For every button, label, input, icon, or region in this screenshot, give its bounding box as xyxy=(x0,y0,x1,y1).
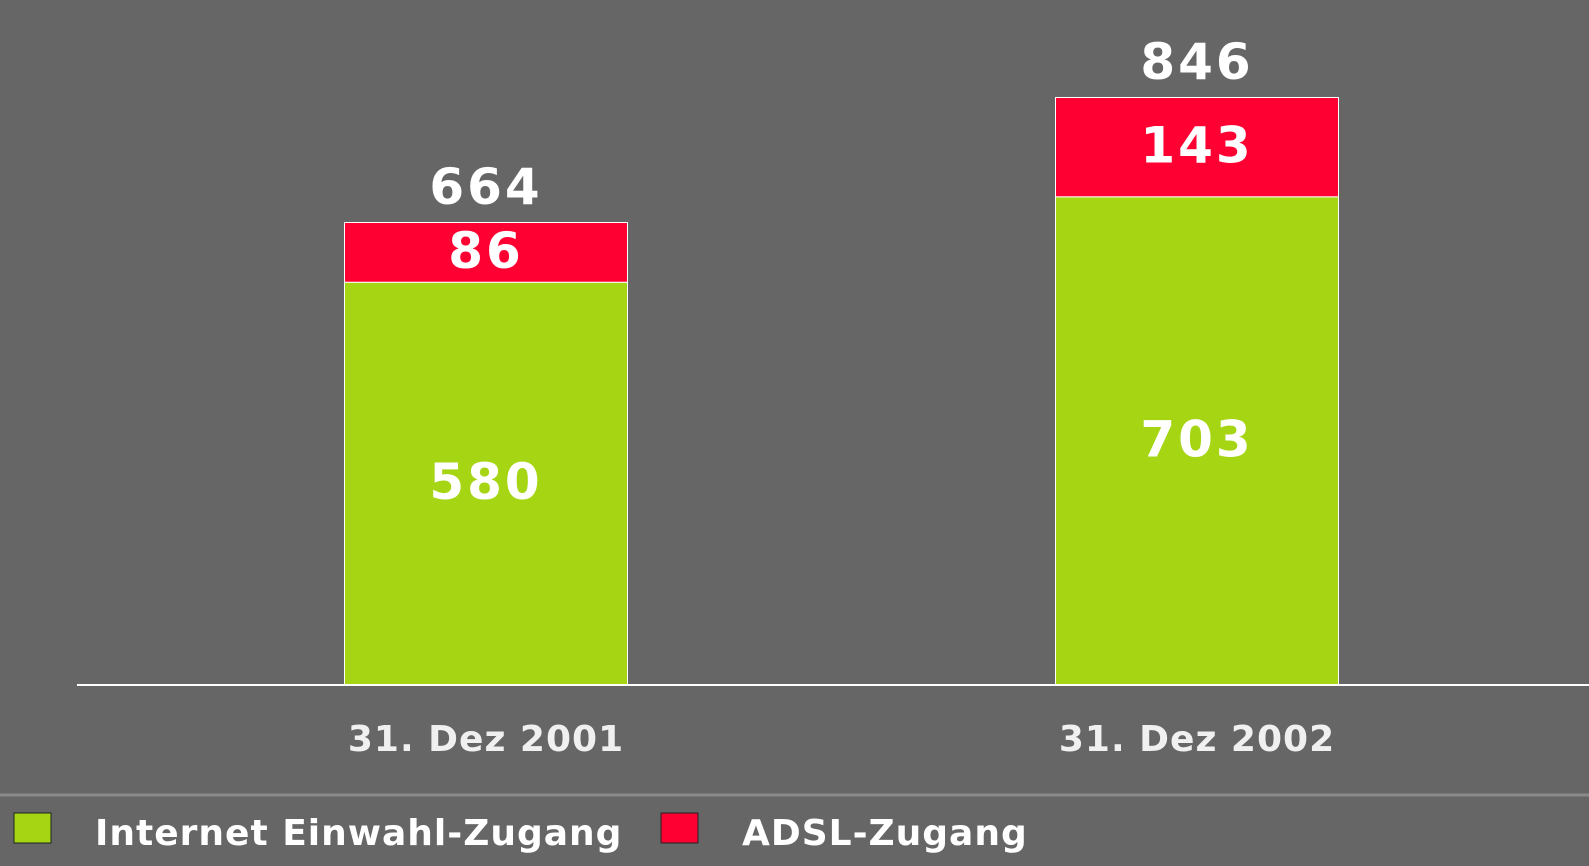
bar-segment xyxy=(1055,97,1339,198)
value-label: 143 xyxy=(1140,117,1253,175)
total-label: 664 xyxy=(429,158,542,216)
legend-label: Internet Einwahl-Zugang xyxy=(95,813,622,854)
value-label: 580 xyxy=(429,453,542,511)
bar-segment xyxy=(344,222,628,283)
legend-label: ADSL-Zugang xyxy=(742,813,1028,854)
total-label: 846 xyxy=(1140,33,1253,91)
x-tick-label: 31. Dez 2001 xyxy=(348,719,624,760)
bar-segment xyxy=(1055,196,1339,686)
x-tick-label: 31. Dez 2002 xyxy=(1059,719,1335,760)
legend-swatch xyxy=(13,812,52,844)
value-label: 86 xyxy=(448,222,524,280)
legend-swatch xyxy=(660,812,699,844)
value-label: 703 xyxy=(1140,410,1253,468)
